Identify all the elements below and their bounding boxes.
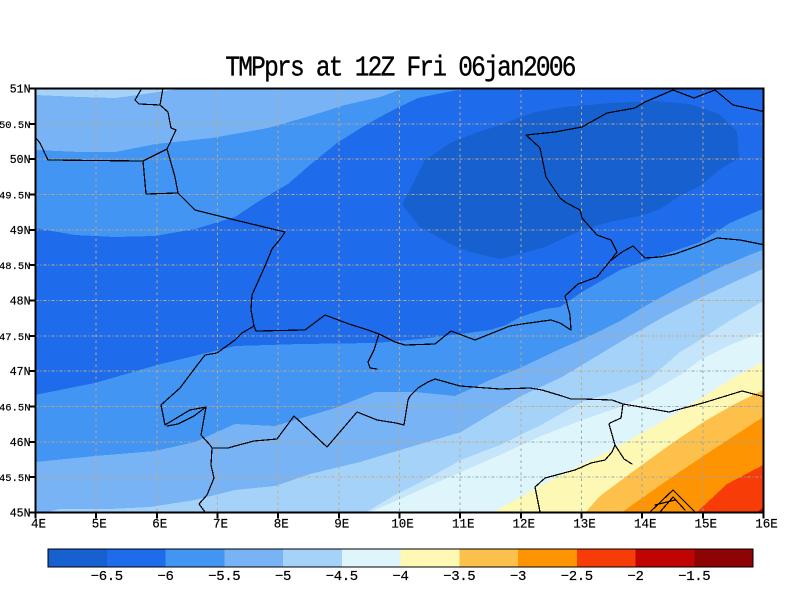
svg-text:16E: 16E: [755, 518, 778, 532]
svg-text:49.5N: 49.5N: [0, 191, 31, 203]
svg-text:−2: −2: [627, 569, 643, 585]
svg-text:46.5N: 46.5N: [0, 403, 31, 415]
svg-text:50N: 50N: [10, 154, 31, 167]
svg-text:45.5N: 45.5N: [0, 473, 31, 485]
svg-text:13E: 13E: [573, 518, 596, 532]
svg-text:5E: 5E: [92, 518, 107, 532]
svg-text:−3.5: −3.5: [443, 569, 475, 585]
svg-text:−2.5: −2.5: [561, 569, 593, 585]
svg-text:−3: −3: [510, 569, 526, 585]
svg-text:15E: 15E: [695, 518, 718, 532]
svg-text:47.5N: 47.5N: [0, 332, 31, 344]
svg-text:7E: 7E: [213, 518, 228, 532]
svg-text:−5.5: −5.5: [208, 569, 240, 585]
svg-text:47N: 47N: [10, 366, 31, 379]
svg-text:−1.5: −1.5: [678, 569, 710, 585]
svg-text:11E: 11E: [452, 518, 475, 532]
svg-text:48N: 48N: [10, 296, 31, 309]
svg-text:−4: −4: [392, 569, 408, 585]
svg-text:12E: 12E: [513, 518, 536, 532]
svg-text:46N: 46N: [10, 437, 31, 450]
svg-text:4E: 4E: [31, 518, 46, 532]
svg-text:9E: 9E: [334, 518, 349, 532]
svg-text:45N: 45N: [10, 508, 31, 521]
svg-text:−4.5: −4.5: [326, 569, 358, 585]
svg-text:50.5N: 50.5N: [0, 120, 31, 132]
svg-text:−6.5: −6.5: [91, 569, 123, 585]
svg-text:−5: −5: [275, 569, 291, 585]
svg-text:51N: 51N: [10, 84, 31, 97]
svg-text:6E: 6E: [152, 518, 167, 532]
svg-text:8E: 8E: [274, 518, 289, 532]
svg-text:−6: −6: [157, 569, 173, 585]
svg-text:49N: 49N: [10, 225, 31, 238]
svg-text:10E: 10E: [391, 518, 414, 532]
svg-text:TMPprs at 12Z Fri 06jan2006: TMPprs at 12Z Fri 06jan2006: [225, 52, 575, 84]
svg-text:14E: 14E: [634, 518, 657, 532]
svg-text:48.5N: 48.5N: [0, 261, 31, 273]
